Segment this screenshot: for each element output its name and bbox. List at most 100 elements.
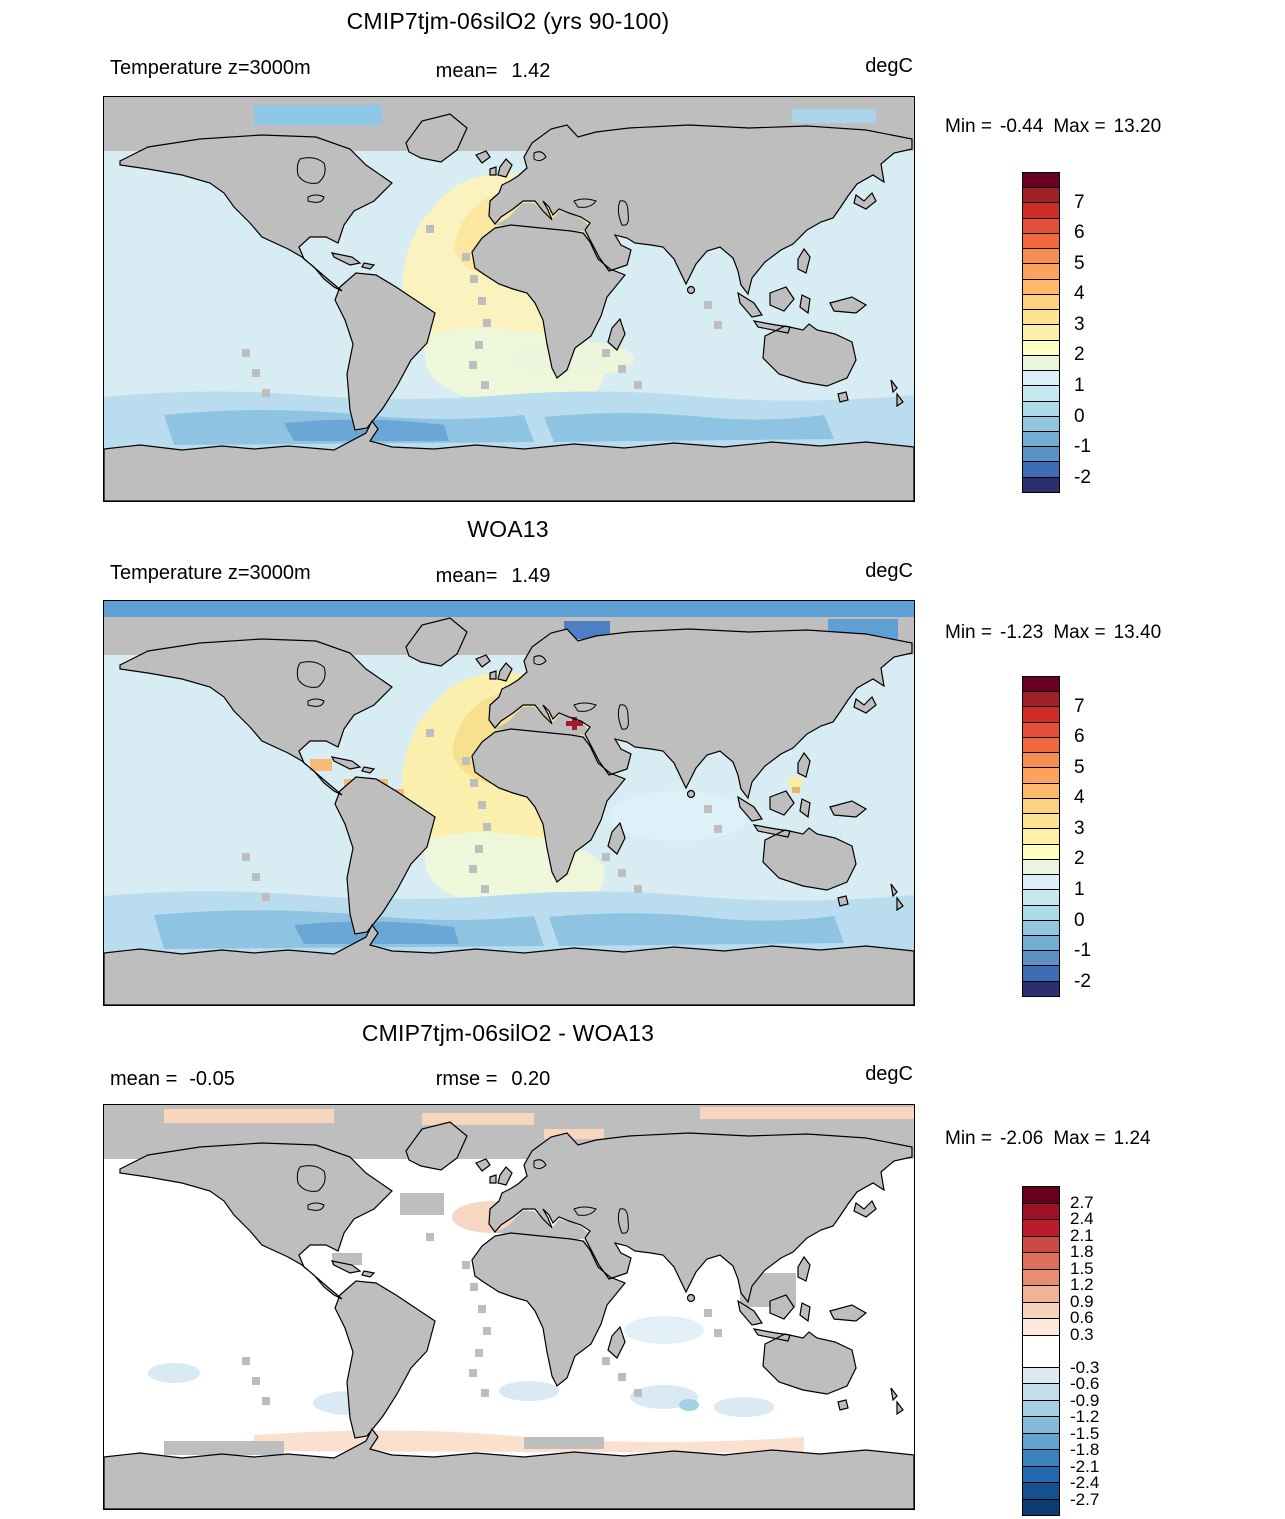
colorbar-segment — [1023, 1319, 1059, 1336]
panel2-units: degC — [865, 560, 913, 582]
colorbar-tick-label: 0.3 — [1070, 1324, 1094, 1344]
panel1-left-label: Temperature z=3000m — [110, 57, 323, 80]
world-map-model-svg — [104, 97, 914, 501]
colorbar-scale — [1022, 676, 1060, 997]
colorbar-tick-label: 7 — [1074, 695, 1085, 717]
colorbar-segment — [1023, 1203, 1059, 1220]
colorbar-segment — [1023, 188, 1059, 204]
colorbar-segment — [1023, 218, 1059, 234]
colorbar-tick-label: 1 — [1074, 879, 1085, 900]
panel1-variable-label: Temperature z=3000m — [110, 57, 311, 79]
colorbar-tick-label: 6 — [1074, 726, 1085, 748]
colorbar-segment — [1023, 966, 1059, 982]
colorbar-tick-label: 0.6 — [1070, 1308, 1094, 1327]
panel3-title: CMIP7tjm-06silO2 - WOA13 — [361, 1020, 655, 1046]
colorbar-segment — [1023, 1286, 1059, 1303]
world-map-woa13 — [103, 600, 915, 1006]
panel2-max-value: 13.40 — [1113, 622, 1162, 643]
colorbar-segment — [1023, 753, 1059, 769]
colorbar-segment — [1023, 1483, 1059, 1500]
colorbar-tick-label: 1.2 — [1070, 1275, 1094, 1294]
panel1-minmax: Min = -0.44 Max = 13.20 — [945, 116, 1161, 138]
colorbar-segment — [1023, 1187, 1059, 1204]
panel2-max-label: Max = — [1053, 622, 1106, 643]
colorbar-tick-label: -2.7 — [1070, 1489, 1100, 1509]
colorbar-tick-label: -1.2 — [1070, 1407, 1100, 1426]
panel1-mean-label: mean= — [435, 60, 498, 82]
panel2-left-label: Temperature z=3000m — [110, 562, 323, 585]
colorbar-tick-label: -1 — [1074, 940, 1091, 962]
colorbar-segment — [1023, 1269, 1059, 1286]
colorbar-segment — [1023, 386, 1059, 402]
panel2-mean-label: mean= — [435, 565, 498, 587]
colorbar-tick-label: 2 — [1074, 344, 1085, 366]
colorbar-tick-label: 2 — [1074, 848, 1085, 870]
colorbar-tick-label: 1.5 — [1070, 1258, 1094, 1278]
colorbar-segment — [1023, 1499, 1059, 1515]
colorbar-tick-label: -2 — [1074, 466, 1091, 488]
colorbar-segment — [1023, 294, 1059, 311]
colorbar-tick-label: 5 — [1074, 252, 1085, 274]
colorbar-segment — [1023, 814, 1059, 830]
colorbar-woa13: 7 6 5 4 3 2 1 0 -1 -2 — [1022, 676, 1152, 997]
colorbar-segment — [1023, 1220, 1059, 1237]
colorbar-segment — [1023, 1400, 1059, 1417]
colorbar-tick-label: -2.1 — [1070, 1456, 1100, 1476]
colorbar-segment — [1023, 447, 1059, 463]
colorbar-segment — [1023, 203, 1059, 219]
colorbar-segment — [1023, 416, 1059, 432]
colorbar-tick-label: 6 — [1074, 222, 1085, 244]
colorbar-tick-label: 2.4 — [1070, 1209, 1094, 1228]
colorbar-segment — [1023, 401, 1059, 417]
colorbar-tick-label: 5 — [1074, 756, 1085, 778]
colorbar-segment — [1023, 1466, 1059, 1483]
colorbar-segment — [1023, 325, 1059, 341]
colorbar-segment — [1023, 233, 1059, 250]
colorbar-segment — [1023, 935, 1059, 952]
colorbar-segment — [1023, 477, 1059, 492]
colorbar-tick-label: 0.9 — [1070, 1291, 1094, 1311]
colorbar-segment — [1023, 1236, 1059, 1253]
colorbar-segment — [1023, 340, 1059, 356]
colorbar-tick-label: 7 — [1074, 191, 1085, 213]
panel3-max-label: Max = — [1053, 1128, 1106, 1149]
panel1-units: degC — [865, 55, 913, 77]
panel1-mean: mean= 1.42 — [103, 60, 883, 83]
panel3-left-label: mean = -0.05 — [110, 1068, 235, 1091]
colorbar-tick-label: -1.5 — [1070, 1423, 1100, 1443]
colorbar-tick-label: 3 — [1074, 313, 1085, 335]
colorbar-segment — [1023, 462, 1059, 478]
colorbar-segment — [1023, 905, 1059, 921]
colorbar-segment — [1023, 1417, 1059, 1434]
colorbar-difference: 2.7 2.4 2.1 1.8 1.5 1.2 0.9 0.6 0.3 -0.3 -0.6 -0.9-… — [1022, 1186, 1152, 1516]
colorbar-segment — [1023, 829, 1059, 845]
panel2-variable-label: Temperature z=3000m — [110, 562, 311, 584]
panel3-rmse-value: 0.20 — [511, 1068, 551, 1090]
colorbar-tick-label: -1 — [1074, 436, 1091, 458]
colorbar-tick-label: -2 — [1074, 970, 1091, 992]
colorbar-segment — [1023, 173, 1059, 189]
colorbar-segment — [1023, 264, 1059, 280]
colorbar-segment — [1023, 692, 1059, 708]
colorbar-segment — [1023, 768, 1059, 784]
colorbar-model: 7 6 5 4 3 2 1 0 -1 -2 — [1022, 172, 1152, 493]
colorbar-tick-label: 4 — [1074, 787, 1085, 809]
colorbar-segment — [1023, 310, 1059, 326]
panel3-rmse: rmse = 0.20 — [103, 1068, 883, 1091]
panel1-min-value: -0.44 — [1000, 116, 1044, 137]
colorbar-segment — [1023, 890, 1059, 906]
colorbar-tick-label: 2.7 — [1070, 1192, 1094, 1212]
colorbar-segment — [1023, 737, 1059, 754]
panel1-mean-value: 1.42 — [511, 60, 551, 82]
colorbar-tick-label: 4 — [1074, 283, 1085, 305]
colorbar-segment — [1023, 1335, 1059, 1368]
colorbar-tick-label: 0 — [1074, 909, 1085, 931]
colorbar-scale — [1022, 172, 1060, 493]
colorbar-tick-label: -1.8 — [1070, 1440, 1100, 1459]
panel3-min-label: Min = — [945, 1128, 992, 1149]
colorbar-segment — [1023, 1302, 1059, 1319]
colorbar-segment — [1023, 1367, 1059, 1384]
colorbar-tick-label: -0.9 — [1070, 1390, 1100, 1410]
colorbar-segment — [1023, 722, 1059, 738]
colorbar-segment — [1023, 707, 1059, 723]
